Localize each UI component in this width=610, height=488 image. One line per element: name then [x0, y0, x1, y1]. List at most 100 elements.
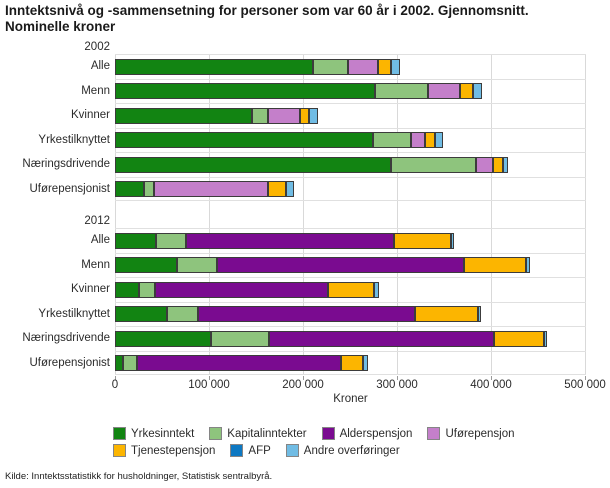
bar-segment-kapitalinntekter: [139, 281, 155, 298]
legend-swatch: [321, 427, 335, 440]
bar-segment-yrkesinntekt: [115, 180, 144, 197]
bar-segment-yrkesinntekt: [115, 330, 211, 347]
bar-segment-tjenestepensjon: [493, 156, 503, 173]
category-label: Yrkestilknyttet: [38, 307, 110, 320]
source-note: Kilde: Inntektsstatistikk for husholdnin…: [5, 471, 273, 482]
bar-segment-alderspensjon: [155, 281, 328, 298]
bar-segment-uførepensjon: [476, 156, 493, 173]
legend-swatch: [427, 427, 441, 440]
bar-segment-yrkesinntekt: [115, 257, 177, 274]
legend-swatch: [209, 427, 223, 440]
bar-segment-andre-overføringer: [526, 257, 530, 274]
chart-title: Inntektsnivå og -sammensetning for perso…: [5, 3, 605, 35]
chart-title-line1: Inntektsnivå og -sammensetning for perso…: [5, 3, 529, 18]
legend-label: Uførepensjon: [445, 427, 515, 440]
bar-row: Kvinner: [0, 277, 610, 302]
bar-segment-kapitalinntekter: [167, 306, 198, 323]
legend: Yrkesinntekt Kapitalinntekter Alderspensjo…: [113, 427, 515, 461]
bar-row: Yrkestilknyttet: [0, 301, 610, 327]
legend-swatch: [230, 444, 244, 457]
category-label: Uførepensjonist: [29, 182, 110, 195]
x-tick-label: 400 000: [470, 379, 512, 391]
bar-track: [115, 301, 586, 327]
bar-segment-uførepensjon: [348, 58, 378, 75]
bar-track: [115, 228, 586, 253]
x-tick-label: 0: [111, 379, 119, 391]
legend-row: Tjenestepensjon AFP Andre overføringer: [113, 444, 515, 457]
bar-segment-yrkesinntekt: [115, 306, 167, 323]
category-label: Menn: [81, 258, 110, 271]
legend-item-tjenestepensjon: Tjenestepensjon: [113, 444, 215, 457]
category-label: Alle: [90, 234, 110, 247]
legend-label: Andre overføringer: [303, 444, 400, 457]
bar-segment-andre-overføringer: [309, 107, 318, 124]
x-axis-label: Kroner: [333, 393, 368, 405]
bar-row: Yrkestilknyttet: [0, 127, 610, 153]
bar-row: Menn: [0, 252, 610, 278]
bar-segment-andre-overføringer: [544, 330, 547, 347]
bar-row: Uførepensjonist: [0, 350, 610, 375]
bar-segment-andre-overføringer: [363, 354, 368, 371]
bar-segment-uførepensjon: [154, 180, 268, 197]
bar-row: Alle: [0, 228, 610, 253]
bar-row: Næringsdrivende: [0, 152, 610, 177]
bar-segment-tjenestepensjon: [300, 107, 309, 124]
bar-segment-yrkesinntekt: [115, 132, 373, 149]
legend-item-uførepensjon: Uførepensjon: [427, 427, 515, 440]
bar-segment-uførepensjon: [411, 132, 425, 149]
bar-segment-kapitalinntekter: [123, 354, 137, 371]
legend-item-andre-overføringer: Andre overføringer: [285, 444, 400, 457]
bar-segment-yrkesinntekt: [115, 354, 123, 371]
legend-swatch: [113, 427, 126, 440]
x-axis: 0 100 000 200 000 300 000 400 000 500 000: [111, 376, 606, 392]
category-label: Kvinner: [71, 283, 110, 296]
bar-segment-tjenestepensjon: [494, 330, 544, 347]
legend-item-yrkesinntekt: Yrkesinntekt: [113, 427, 194, 440]
bar-segment-andre-overføringer: [391, 58, 400, 75]
legend-swatch: [285, 444, 299, 457]
bar-segment-kapitalinntekter: [211, 330, 269, 347]
bar-segment-andre-overføringer: [503, 156, 508, 173]
bar-segment-yrkesinntekt: [115, 156, 391, 173]
x-tick-label: 300 000: [376, 379, 418, 391]
group-label-2002: 2002: [84, 41, 110, 53]
bar-segment-kapitalinntekter: [391, 156, 476, 173]
bar-row: Kvinner: [0, 103, 610, 128]
legend-swatch: [113, 444, 126, 457]
bar-segment-tjenestepensjon: [425, 132, 435, 149]
bar-segment-kapitalinntekter: [144, 180, 154, 197]
legend-label: Kapitalinntekter: [227, 427, 307, 440]
bar-segment-alderspensjon: [137, 354, 341, 371]
bar-segment-yrkesinntekt: [115, 83, 375, 100]
category-label: Yrkestilknyttet: [38, 133, 110, 146]
bar-track: [115, 326, 586, 351]
bar-segment-kapitalinntekter: [156, 232, 186, 249]
category-label: Uførepensjonist: [29, 356, 110, 369]
bar-track: [115, 277, 586, 302]
bar-segment-yrkesinntekt: [115, 232, 156, 249]
legend-row: Yrkesinntekt Kapitalinntekter Alderspensjo…: [113, 427, 515, 440]
legend-label: Alderspensjon: [339, 427, 413, 440]
bar-segment-tjenestepensjon: [378, 58, 391, 75]
x-tick-label: 500 000: [564, 379, 606, 391]
tick-mark: [585, 376, 586, 380]
bar-segment-andre-overføringer: [374, 281, 379, 298]
group-label-2012: 2012: [84, 215, 110, 227]
legend-label: Yrkesinntekt: [131, 427, 195, 440]
bar-track: [115, 152, 586, 177]
bar-segment-yrkesinntekt: [115, 281, 139, 298]
tick-mark: [115, 376, 116, 380]
bar-row: Alle: [0, 54, 610, 79]
x-tick-label: 200 000: [282, 379, 324, 391]
category-label: Næringsdrivende: [22, 158, 110, 171]
bar-track: [115, 252, 586, 278]
bar-row: Uførepensjonist: [0, 176, 610, 201]
legend-item-kapitalinntekter: Kapitalinntekter: [209, 427, 307, 440]
bar-segment-uførepensjon: [268, 107, 300, 124]
bar-segment-tjenestepensjon: [464, 257, 526, 274]
bar-segment-uførepensjon: [428, 83, 460, 100]
bar-segment-andre-overføringer: [473, 83, 482, 100]
chart-title-line2: Nominelle kroner: [5, 19, 116, 34]
bar-segment-tjenestepensjon: [460, 83, 473, 100]
